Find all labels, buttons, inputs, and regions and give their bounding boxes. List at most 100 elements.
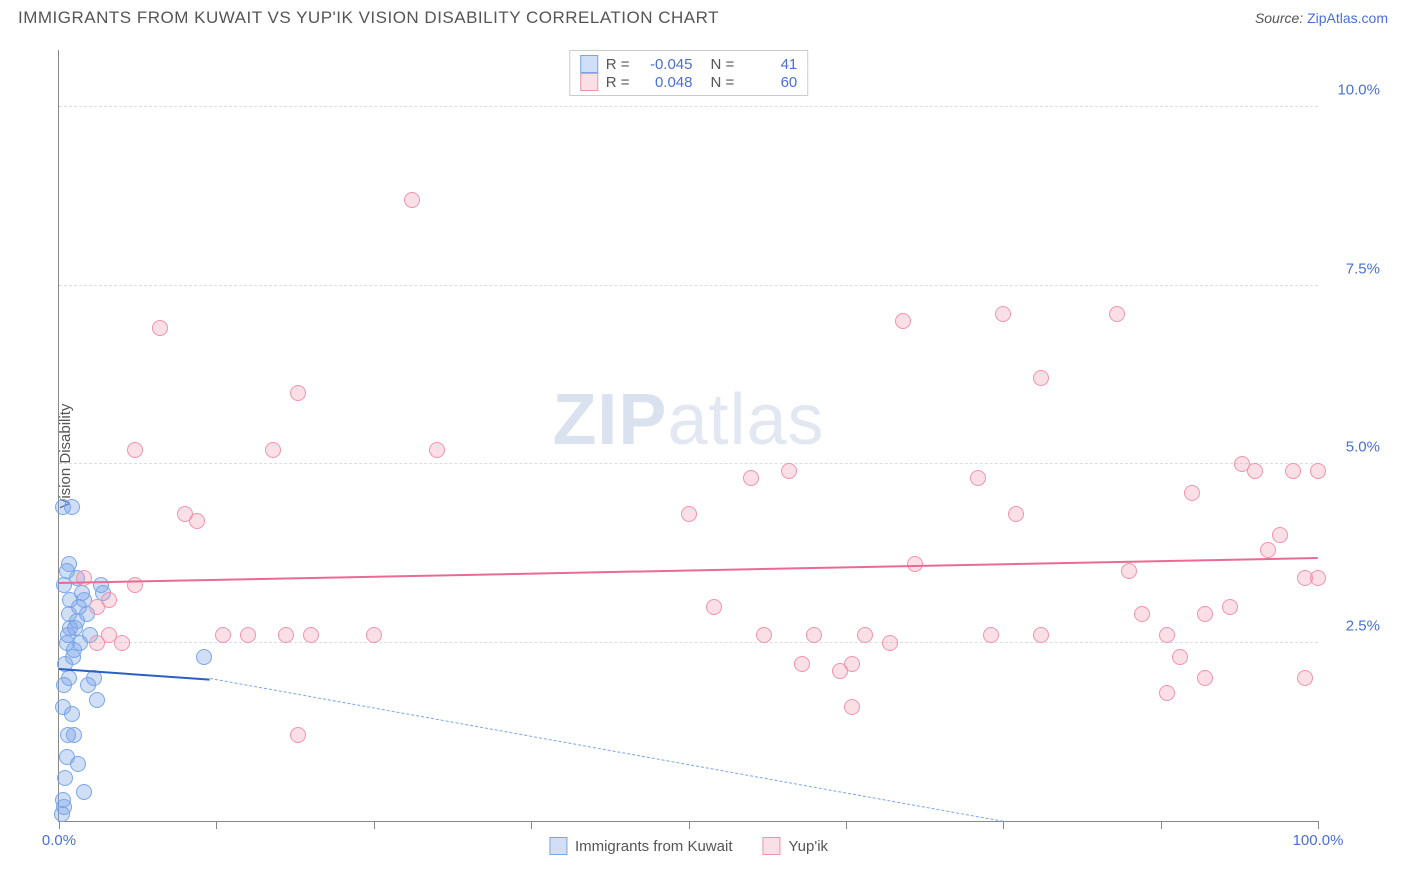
legend-swatch — [549, 837, 567, 855]
data-point — [89, 692, 105, 708]
data-point — [429, 442, 445, 458]
trend-line-extended — [210, 678, 1003, 822]
data-point — [64, 706, 80, 722]
legend-swatch — [580, 73, 598, 91]
y-tick-label: 5.0% — [1346, 439, 1380, 456]
source-attribution: Source: ZipAtlas.com — [1255, 10, 1388, 26]
data-point — [706, 599, 722, 615]
x-tick — [1318, 821, 1319, 829]
data-point — [983, 627, 999, 643]
data-point — [76, 784, 92, 800]
x-tick — [689, 821, 690, 829]
chart-title: IMMIGRANTS FROM KUWAIT VS YUP'IK VISION … — [18, 8, 719, 28]
data-point — [59, 635, 75, 651]
data-point — [1134, 606, 1150, 622]
x-tick-label: 0.0% — [42, 832, 76, 849]
data-point — [1121, 563, 1137, 579]
data-point — [70, 756, 86, 772]
data-point — [240, 627, 256, 643]
data-point — [1159, 685, 1175, 701]
data-point — [1184, 485, 1200, 501]
data-point — [57, 770, 73, 786]
x-tick-label: 100.0% — [1293, 832, 1344, 849]
data-point — [127, 442, 143, 458]
legend-series: Immigrants from Kuwait Yup'ik — [549, 837, 828, 855]
data-point — [265, 442, 281, 458]
legend-stat-row: R =-0.045N =41 — [580, 55, 798, 73]
data-point — [970, 470, 986, 486]
x-tick — [59, 821, 60, 829]
data-point — [794, 656, 810, 672]
data-point — [114, 635, 130, 651]
data-point — [62, 620, 78, 636]
legend-label: Yup'ik — [788, 838, 828, 855]
x-tick — [216, 821, 217, 829]
x-tick — [1161, 821, 1162, 829]
legend-stats: R =-0.045N =41R =0.048N =60 — [569, 50, 809, 96]
data-point — [1197, 670, 1213, 686]
data-point — [1247, 463, 1263, 479]
x-tick — [374, 821, 375, 829]
gridline — [59, 106, 1318, 107]
y-tick-label: 7.5% — [1346, 260, 1380, 277]
data-point — [1172, 649, 1188, 665]
data-point — [806, 627, 822, 643]
data-point — [1033, 627, 1049, 643]
data-point — [72, 635, 88, 651]
data-point — [743, 470, 759, 486]
data-point — [1310, 570, 1326, 586]
data-point — [1033, 370, 1049, 386]
data-point — [196, 649, 212, 665]
data-point — [152, 320, 168, 336]
data-point — [1272, 527, 1288, 543]
data-point — [1222, 599, 1238, 615]
watermark: ZIPatlas — [552, 379, 824, 461]
data-point — [76, 570, 92, 586]
data-point — [1310, 463, 1326, 479]
data-point — [1297, 670, 1313, 686]
trend-line — [59, 668, 210, 681]
x-tick — [846, 821, 847, 829]
legend-item: Yup'ik — [762, 837, 828, 855]
legend-swatch — [580, 55, 598, 73]
data-point — [404, 192, 420, 208]
data-point — [1109, 306, 1125, 322]
plot-area: ZIPatlas R =-0.045N =41R =0.048N =60 Imm… — [58, 50, 1318, 822]
data-point — [781, 463, 797, 479]
data-point — [55, 499, 71, 515]
data-point — [278, 627, 294, 643]
x-tick — [531, 821, 532, 829]
data-point — [290, 727, 306, 743]
data-point — [1159, 627, 1175, 643]
data-point — [857, 627, 873, 643]
gridline — [59, 463, 1318, 464]
y-tick-label: 10.0% — [1337, 82, 1380, 99]
data-point — [61, 670, 77, 686]
data-point — [366, 627, 382, 643]
x-tick — [1003, 821, 1004, 829]
data-point — [65, 649, 81, 665]
legend-item: Immigrants from Kuwait — [549, 837, 733, 855]
data-point — [56, 799, 72, 815]
source-link[interactable]: ZipAtlas.com — [1307, 10, 1388, 26]
legend-swatch — [762, 837, 780, 855]
chart-container: Vision Disability ZIPatlas R =-0.045N =4… — [18, 40, 1388, 872]
data-point — [101, 592, 117, 608]
data-point — [844, 656, 860, 672]
data-point — [189, 513, 205, 529]
data-point — [1285, 463, 1301, 479]
data-point — [1008, 506, 1024, 522]
data-point — [756, 627, 772, 643]
data-point — [215, 627, 231, 643]
data-point — [1197, 606, 1213, 622]
data-point — [895, 313, 911, 329]
data-point — [66, 727, 82, 743]
y-tick-label: 2.5% — [1346, 617, 1380, 634]
data-point — [80, 677, 96, 693]
legend-stat-row: R =0.048N =60 — [580, 73, 798, 91]
gridline — [59, 285, 1318, 286]
data-point — [290, 385, 306, 401]
data-point — [681, 506, 697, 522]
legend-label: Immigrants from Kuwait — [575, 838, 733, 855]
data-point — [1260, 542, 1276, 558]
